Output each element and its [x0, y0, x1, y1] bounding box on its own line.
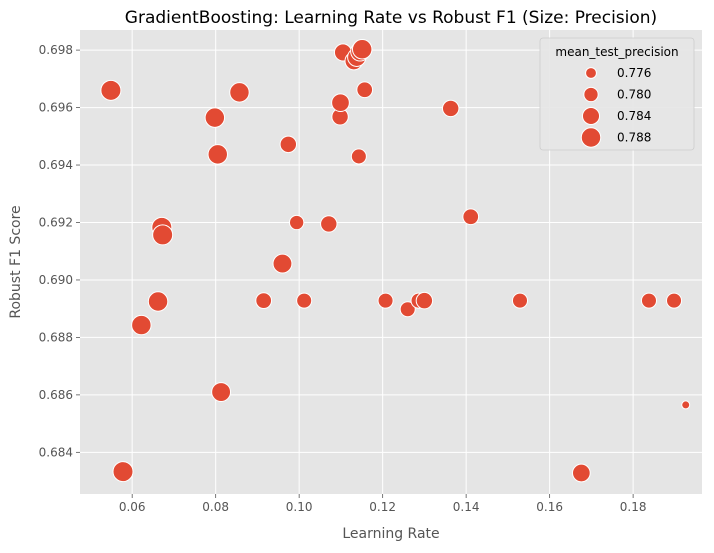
data-point: [320, 215, 338, 233]
data-point: [511, 292, 529, 309]
x-tick-label: 0.18: [620, 500, 647, 514]
y-axis-ticks: 0.684 0.686 0.688 0.690 0.692 0.694 0.696 0.698: [39, 43, 80, 459]
data-point: [356, 81, 374, 99]
data-point: [681, 400, 691, 410]
data-point: [100, 79, 122, 101]
data-point: [572, 463, 591, 483]
y-tick-label: 0.694: [39, 158, 73, 172]
legend-label: 0.788: [617, 131, 651, 145]
data-point: [255, 292, 273, 310]
y-tick-label: 0.684: [39, 445, 73, 459]
data-points: [100, 39, 691, 483]
data-point: [152, 224, 174, 246]
y-tick-label: 0.686: [39, 388, 73, 402]
legend-label: 0.776: [617, 66, 651, 80]
data-point: [377, 292, 394, 309]
x-axis-ticks: 0.06 0.08 0.10 0.12 0.14 0.16 0.18: [119, 494, 647, 514]
data-point: [204, 107, 226, 128]
x-tick-label: 0.14: [453, 500, 480, 514]
data-point: [350, 148, 367, 165]
legend-marker: [585, 67, 597, 79]
x-tick-label: 0.10: [286, 500, 313, 514]
x-axis-label: Learning Rate: [342, 526, 439, 542]
y-axis-label: Robust F1 Score: [8, 205, 24, 318]
data-point: [112, 461, 134, 483]
data-point: [211, 382, 232, 402]
data-point: [279, 135, 298, 154]
legend-marker: [580, 127, 602, 148]
x-tick-label: 0.08: [202, 500, 229, 514]
legend-title: mean_test_precision: [555, 45, 678, 59]
chart-title: GradientBoosting: Learning Rate vs Robus…: [125, 8, 657, 28]
data-point: [666, 292, 683, 309]
data-point: [131, 314, 152, 336]
x-tick-label: 0.06: [119, 500, 146, 514]
legend-marker: [583, 86, 599, 103]
data-point: [331, 93, 350, 113]
data-point: [399, 301, 416, 318]
data-point: [229, 82, 250, 103]
x-tick-label: 0.12: [369, 500, 396, 514]
data-point: [272, 253, 293, 274]
legend: mean_test_precision 0.776 0.780 0.784 0.788: [539, 37, 695, 151]
data-point: [415, 291, 434, 310]
legend-marker: [581, 106, 601, 126]
y-tick-label: 0.698: [39, 43, 73, 57]
legend-box: [539, 37, 695, 151]
data-point: [207, 144, 228, 165]
data-point: [640, 292, 658, 309]
data-point: [296, 292, 313, 309]
y-tick-label: 0.690: [39, 273, 73, 287]
data-point: [288, 214, 305, 231]
legend-label: 0.780: [617, 88, 651, 102]
data-point: [351, 39, 373, 60]
legend-entries: 0.776 0.780 0.784 0.788: [580, 66, 651, 148]
y-tick-label: 0.688: [39, 330, 73, 344]
y-tick-label: 0.696: [39, 101, 73, 115]
data-point: [147, 291, 169, 312]
y-tick-label: 0.692: [39, 215, 73, 229]
x-tick-label: 0.16: [536, 500, 563, 514]
legend-label: 0.784: [617, 109, 651, 123]
data-point: [441, 99, 460, 118]
data-point: [462, 208, 480, 226]
